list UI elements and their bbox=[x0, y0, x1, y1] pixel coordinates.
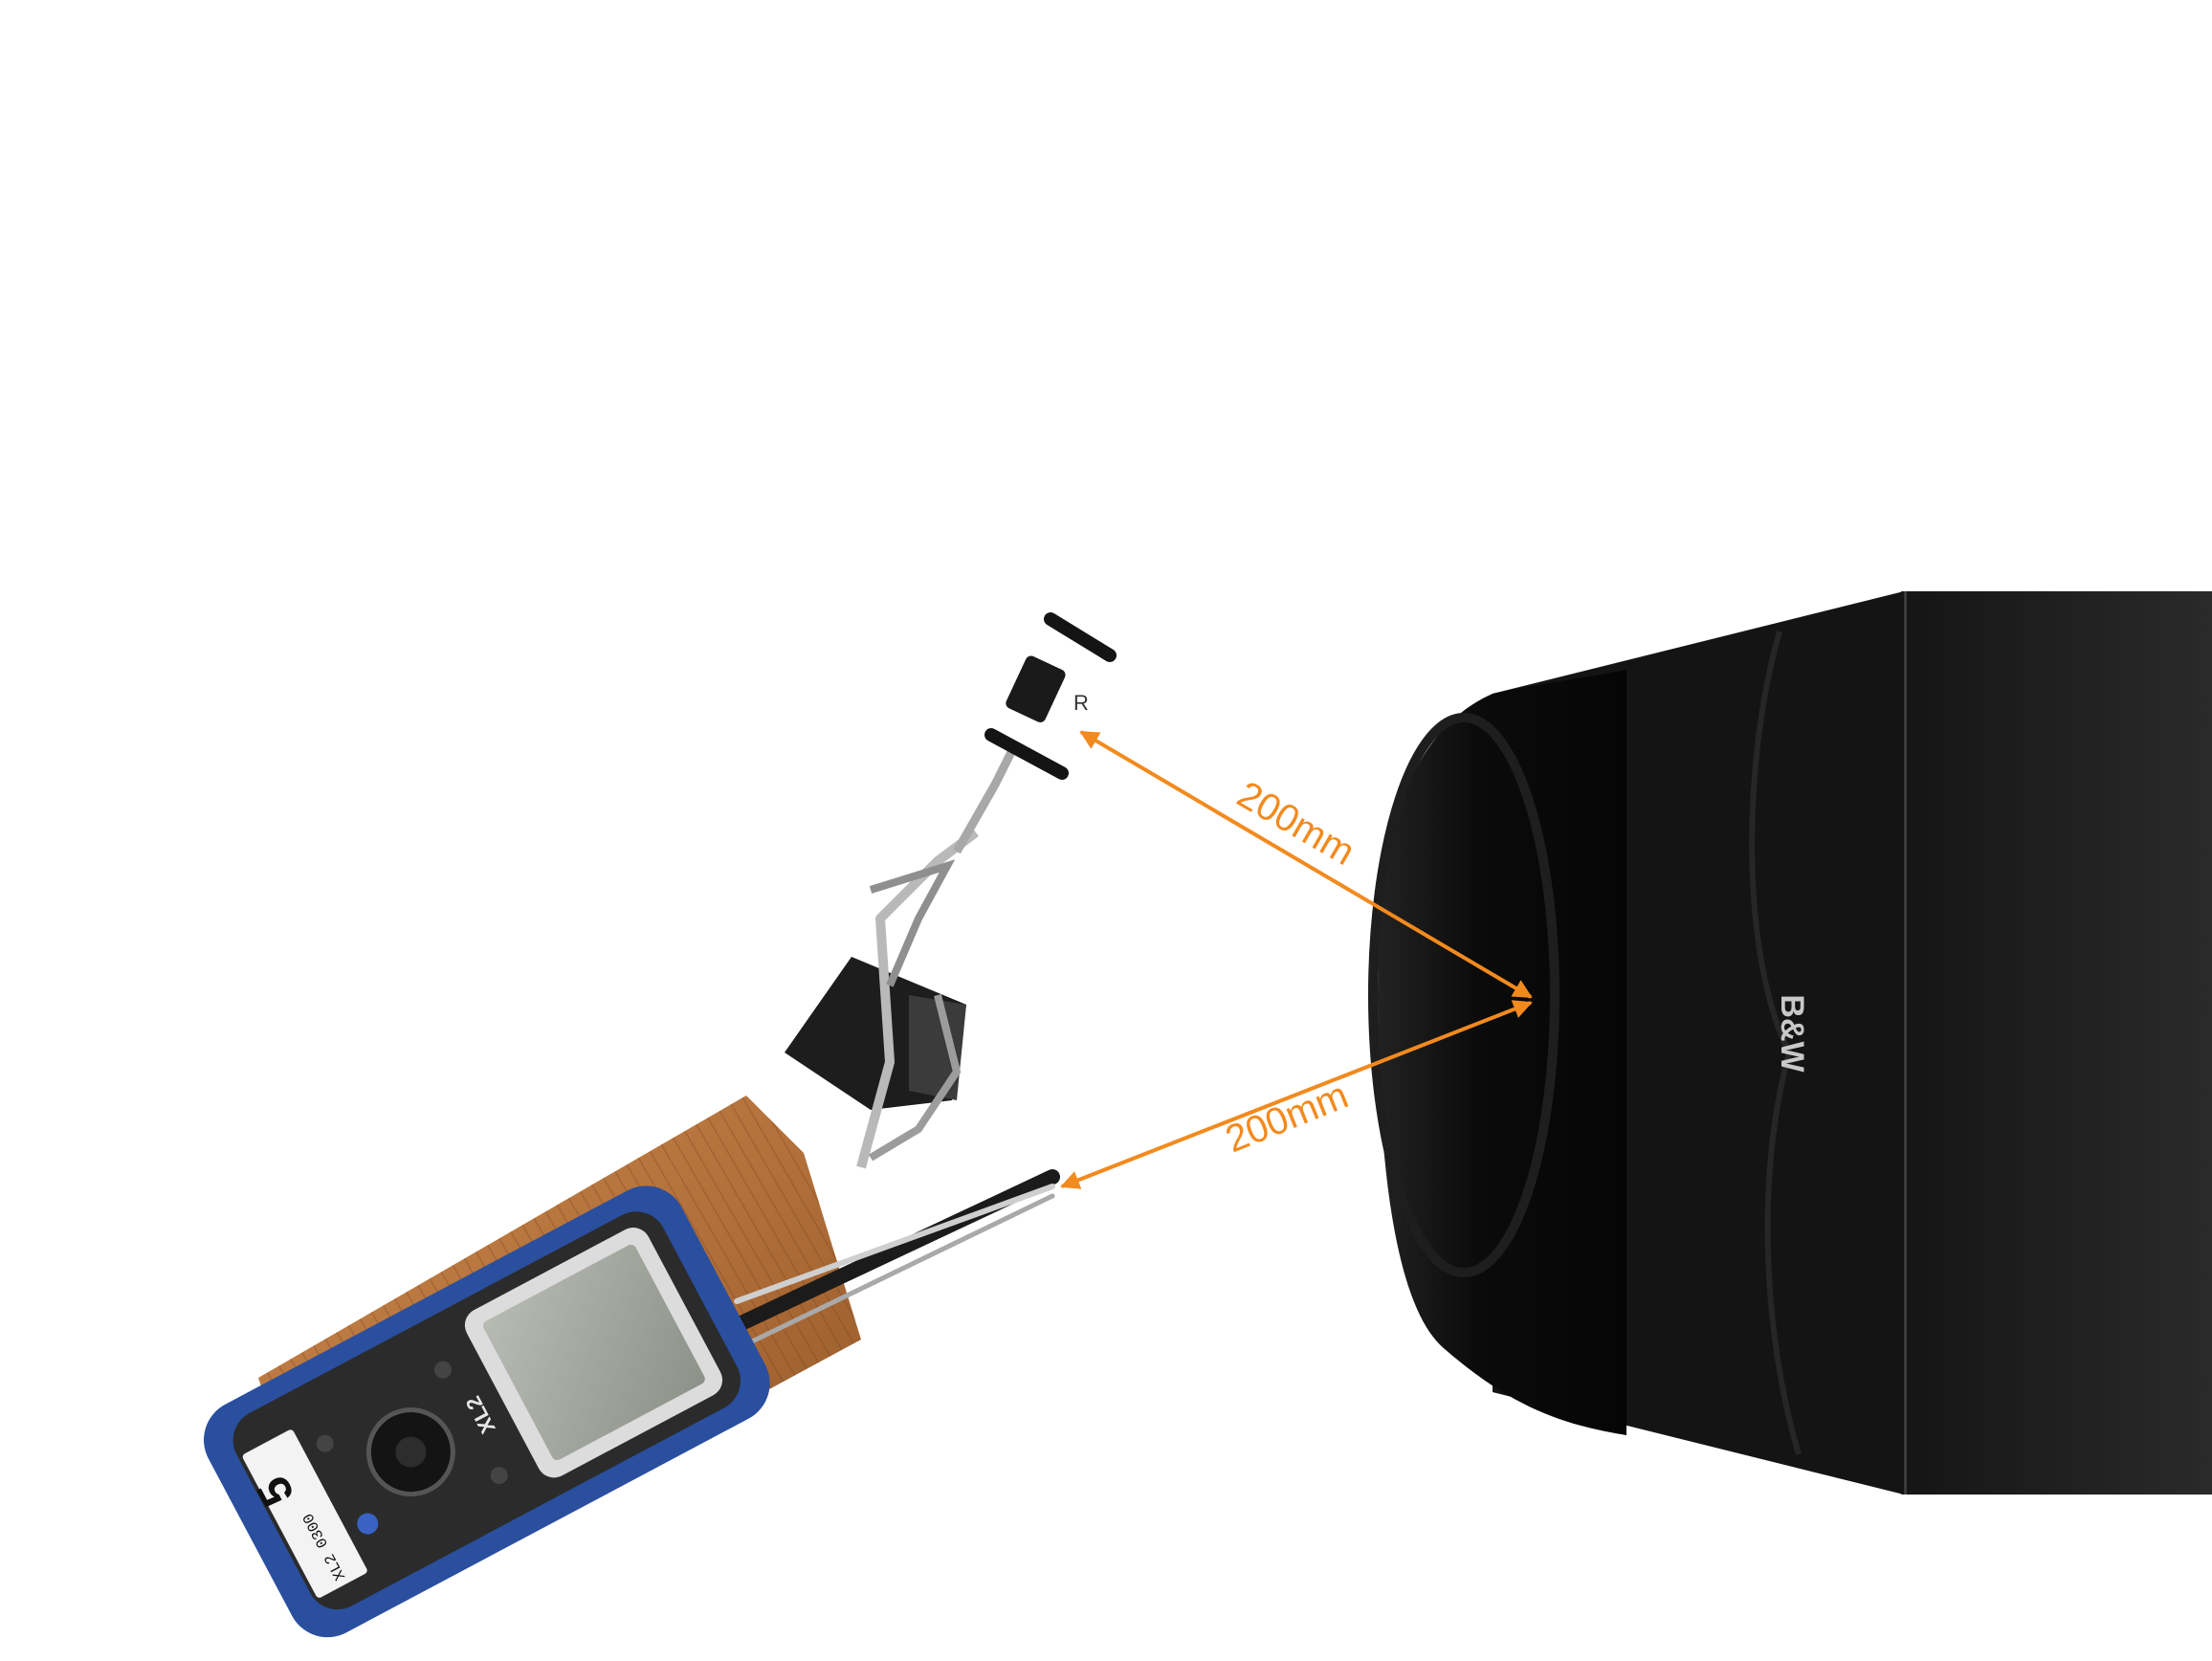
meter-label-plate bbox=[242, 1429, 367, 1598]
stand-arm-lower bbox=[856, 829, 979, 1169]
meter-button-c bbox=[490, 1467, 508, 1485]
lower-distance-arrow bbox=[1060, 1000, 1533, 1189]
meter-button-b bbox=[434, 1361, 453, 1379]
microphone-stand: R bbox=[785, 612, 1117, 1169]
speaker-cabinet-side bbox=[1904, 591, 2212, 1495]
mic-clip-bottom bbox=[984, 728, 1069, 780]
speaker-grille-contour bbox=[1749, 631, 1802, 1455]
stand-clip-arm bbox=[868, 994, 962, 1162]
loudspeaker: B&W bbox=[1368, 591, 2212, 1495]
probe-rod-3 bbox=[743, 1193, 1055, 1347]
mic-clip-top bbox=[1044, 612, 1117, 662]
stand-base-face bbox=[909, 995, 966, 1100]
probe-rods bbox=[719, 1169, 1060, 1347]
sound-level-meter: XL2 5 XL2 0300 bbox=[204, 1185, 770, 1638]
stand-arm-upper bbox=[953, 742, 1036, 854]
speaker-brand-logo: B&W bbox=[1774, 994, 1810, 1073]
stand-arm-joint bbox=[869, 859, 956, 987]
meter-button-power bbox=[357, 1513, 379, 1535]
meter-dial-center bbox=[395, 1436, 427, 1468]
meter-screen bbox=[483, 1244, 705, 1460]
mic-clip-body bbox=[1006, 655, 1066, 722]
meter-button-a bbox=[316, 1434, 334, 1452]
speaker-grille bbox=[1378, 670, 1626, 1435]
probe-rod-1 bbox=[719, 1169, 1060, 1338]
upper-distance-arrow bbox=[1079, 730, 1533, 999]
mic-tag: R bbox=[1073, 691, 1089, 715]
lower-distance-label: 200mm bbox=[1220, 1074, 1354, 1162]
probe-rod-2 bbox=[734, 1184, 1055, 1304]
